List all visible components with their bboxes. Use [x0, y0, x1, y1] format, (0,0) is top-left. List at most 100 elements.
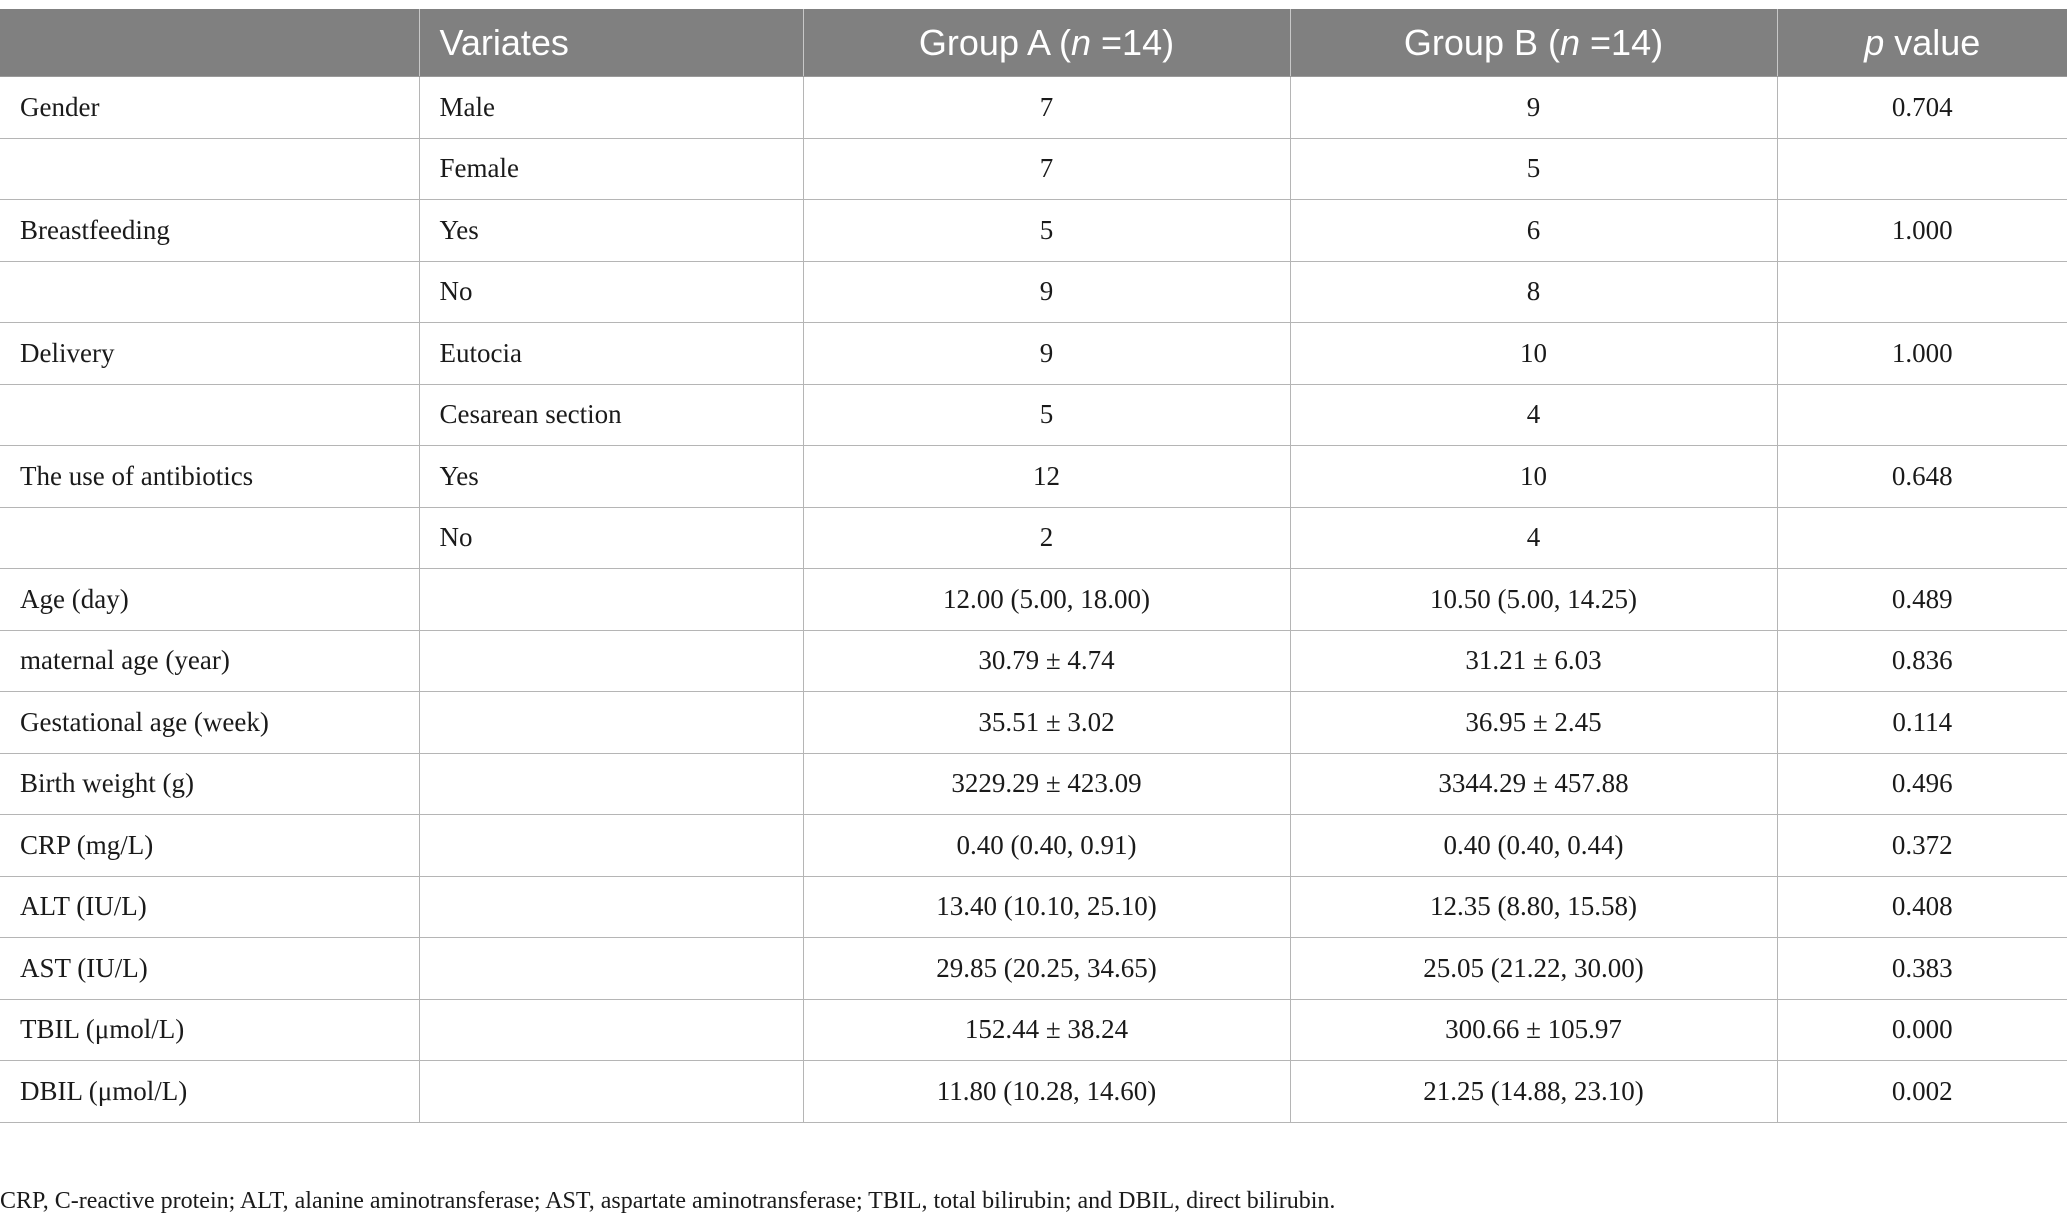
- cell-p-value: 0.383: [1777, 937, 2067, 1000]
- cell-p-value: 0.002: [1777, 1060, 2067, 1123]
- header-group-a-suffix: =14): [1091, 21, 1175, 63]
- cell-group-b: 5: [1290, 138, 1778, 200]
- cell-variate: Female: [419, 138, 804, 200]
- cell-variate: [419, 568, 804, 631]
- cell-variable: Age (day): [0, 568, 420, 631]
- cell-group-a: 0.40 (0.40, 0.91): [803, 814, 1291, 877]
- cell-group-b: 36.95 ± 2.45: [1290, 691, 1778, 754]
- cell-group-b: 10: [1290, 322, 1778, 385]
- cell-p-value: 0.489: [1777, 568, 2067, 631]
- cell-p-value: [1777, 507, 2067, 569]
- cell-variate: [419, 691, 804, 754]
- table-header: Variates Group A (n =14) Group B (n =14)…: [0, 9, 2067, 77]
- header-p-italic: p: [1864, 21, 1885, 63]
- cell-group-a: 9: [803, 261, 1291, 323]
- table-body: Gender Male 7 9 0.704 Female 7 5 Breastfeeding…: [0, 76, 2067, 1123]
- cell-group-a: 9: [803, 322, 1291, 385]
- cell-group-a: 5: [803, 384, 1291, 446]
- cell-p-value: 0.000: [1777, 999, 2067, 1061]
- cell-p-value: [1777, 384, 2067, 446]
- cell-p-value: 1.000: [1777, 199, 2067, 262]
- cell-variable: TBIL (μmol/L): [0, 999, 420, 1061]
- cell-p-value: 0.114: [1777, 691, 2067, 754]
- header-group-b: Group B (n =14): [1290, 9, 1778, 77]
- table-row: Birth weight (g) 3229.29 ± 423.09 3344.29 …: [0, 753, 2067, 815]
- cell-p-value: 0.408: [1777, 876, 2067, 938]
- table-row: AST (IU/L) 29.85 (20.25, 34.65) 25.05 (21.…: [0, 937, 2067, 1000]
- cell-group-b: 6: [1290, 199, 1778, 262]
- table-row: No 9 8: [0, 261, 2067, 323]
- cell-variate: [419, 814, 804, 877]
- cell-variable: [0, 507, 420, 569]
- cell-p-value: 0.836: [1777, 630, 2067, 692]
- table-row: No 2 4: [0, 507, 2067, 569]
- table-row: Gender Male 7 9 0.704: [0, 76, 2067, 139]
- table-row: The use of antibiotics Yes 12 10 0.648: [0, 445, 2067, 508]
- cell-group-b: 9: [1290, 76, 1778, 139]
- table-row: CRP (mg/L) 0.40 (0.40, 0.91) 0.40 (0.40, 0…: [0, 814, 2067, 877]
- cell-variable: [0, 138, 420, 200]
- cell-variate: [419, 630, 804, 692]
- cell-variate: Cesarean section: [419, 384, 804, 446]
- cell-variable: ALT (IU/L): [0, 876, 420, 938]
- table-row: TBIL (μmol/L) 152.44 ± 38.24 300.66 ± 105.…: [0, 999, 2067, 1061]
- table-row: Gestational age (week) 35.51 ± 3.02 36.95 …: [0, 691, 2067, 754]
- cell-variable: [0, 261, 420, 323]
- cell-variate: Eutocia: [419, 322, 804, 385]
- cell-group-a: 3229.29 ± 423.09: [803, 753, 1291, 815]
- cell-group-b: 8: [1290, 261, 1778, 323]
- table-row: Cesarean section 5 4: [0, 384, 2067, 446]
- cell-group-a: 11.80 (10.28, 14.60): [803, 1060, 1291, 1123]
- cell-p-value: 0.496: [1777, 753, 2067, 815]
- cell-variable: CRP (mg/L): [0, 814, 420, 877]
- cell-group-b: 4: [1290, 384, 1778, 446]
- cell-group-b: 25.05 (21.22, 30.00): [1290, 937, 1778, 1000]
- cell-variate: No: [419, 261, 804, 323]
- cell-group-a: 29.85 (20.25, 34.65): [803, 937, 1291, 1000]
- cell-variable: AST (IU/L): [0, 937, 420, 1000]
- table-row: DBIL (μmol/L) 11.80 (10.28, 14.60) 21.25 (…: [0, 1060, 2067, 1123]
- cell-p-value: [1777, 138, 2067, 200]
- header-blank: [0, 9, 420, 77]
- cell-group-b: 12.35 (8.80, 15.58): [1290, 876, 1778, 938]
- cell-group-a: 12: [803, 445, 1291, 508]
- cell-group-b: 10: [1290, 445, 1778, 508]
- cell-group-a: 30.79 ± 4.74: [803, 630, 1291, 692]
- cell-variable: DBIL (μmol/L): [0, 1060, 420, 1123]
- cell-group-a: 12.00 (5.00, 18.00): [803, 568, 1291, 631]
- table-row: Breastfeeding Yes 5 6 1.000: [0, 199, 2067, 262]
- header-p-value: p value: [1777, 9, 2067, 77]
- cell-group-a: 35.51 ± 3.02: [803, 691, 1291, 754]
- header-group-b-n: n: [1559, 21, 1581, 63]
- cell-variable: Breastfeeding: [0, 199, 420, 262]
- header-row: Variates Group A (n =14) Group B (n =14)…: [0, 9, 2067, 77]
- cell-variate: [419, 753, 804, 815]
- table-row: Delivery Eutocia 9 10 1.000: [0, 322, 2067, 385]
- header-p-suffix: value: [1884, 21, 1981, 63]
- cell-variate: [419, 876, 804, 938]
- cell-group-a: 5: [803, 199, 1291, 262]
- table-footnote: CRP, C-reactive protein; ALT, alanine am…: [0, 1188, 1336, 1214]
- cell-variable: [0, 384, 420, 446]
- cell-variable: maternal age (year): [0, 630, 420, 692]
- header-group-b-suffix: =14): [1580, 21, 1664, 63]
- header-group-a-prefix: Group A (: [918, 21, 1071, 63]
- cell-group-b: 31.21 ± 6.03: [1290, 630, 1778, 692]
- cell-variate: [419, 999, 804, 1061]
- cell-p-value: 0.704: [1777, 76, 2067, 139]
- data-table: Variates Group A (n =14) Group B (n =14)…: [0, 9, 2067, 1123]
- table-row: maternal age (year) 30.79 ± 4.74 31.21 ± 6…: [0, 630, 2067, 692]
- cell-p-value: [1777, 261, 2067, 323]
- cell-variate: Yes: [419, 199, 804, 262]
- cell-variable: The use of antibiotics: [0, 445, 420, 508]
- cell-group-b: 21.25 (14.88, 23.10): [1290, 1060, 1778, 1123]
- cell-p-value: 1.000: [1777, 322, 2067, 385]
- cell-variable: Gestational age (week): [0, 691, 420, 754]
- cell-variate: [419, 1060, 804, 1123]
- header-group-a-n: n: [1071, 21, 1092, 63]
- cell-p-value: 0.648: [1777, 445, 2067, 508]
- header-variates: Variates: [419, 9, 804, 77]
- cell-group-a: 152.44 ± 38.24: [803, 999, 1291, 1061]
- cell-group-a: 7: [803, 76, 1291, 139]
- cell-group-b: 4: [1290, 507, 1778, 569]
